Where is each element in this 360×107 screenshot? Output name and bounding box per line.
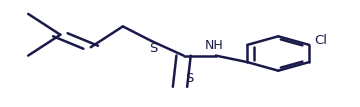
Text: S: S [185,72,193,85]
Text: S: S [149,42,157,55]
Text: Cl: Cl [315,34,328,47]
Text: NH: NH [204,39,223,52]
